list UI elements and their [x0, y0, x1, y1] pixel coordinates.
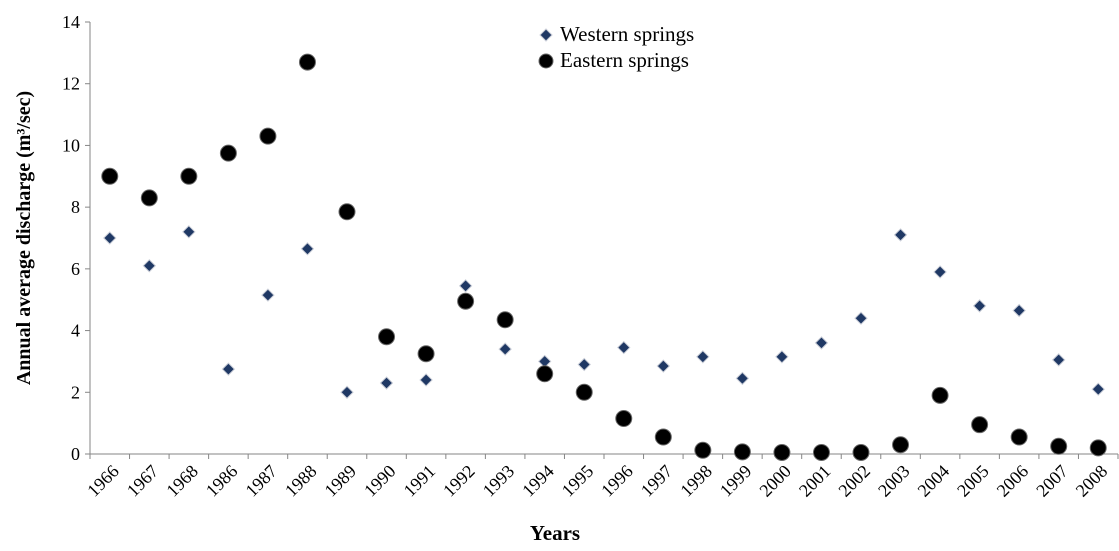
marker	[971, 416, 989, 434]
y-tick-label: 12	[62, 74, 80, 94]
legend-marker	[539, 28, 553, 42]
marker	[261, 288, 275, 302]
marker	[300, 242, 315, 256]
x-tick-label: 2000	[755, 461, 795, 501]
marker	[1091, 382, 1105, 396]
marker	[773, 443, 791, 461]
x-tick-label: 1986	[202, 461, 242, 501]
marker	[417, 345, 435, 363]
marker	[733, 443, 751, 461]
legend-label: Eastern springs	[560, 48, 689, 72]
marker	[219, 144, 237, 162]
y-tick-label: 0	[71, 444, 80, 464]
y-tick-label: 14	[62, 12, 80, 32]
x-tick-label: 2005	[953, 461, 993, 501]
marker	[615, 410, 633, 428]
x-tick-label: 1988	[281, 461, 321, 501]
x-tick-label: 1968	[162, 461, 202, 501]
marker	[575, 383, 593, 401]
marker	[735, 371, 750, 386]
x-tick-label: 1994	[518, 461, 558, 501]
marker	[892, 436, 910, 454]
marker	[617, 340, 631, 355]
marker	[338, 203, 356, 221]
x-tick-label: 1990	[360, 461, 400, 501]
marker	[457, 292, 475, 310]
marker	[1089, 439, 1107, 457]
x-tick-label: 2004	[914, 461, 954, 501]
marker	[577, 357, 591, 372]
x-tick-label: 1966	[83, 461, 123, 501]
marker	[933, 265, 947, 279]
x-axis-title: Years	[530, 521, 580, 545]
x-tick-label: 1991	[400, 461, 440, 501]
marker	[854, 311, 868, 325]
legend-label: Western springs	[560, 22, 694, 46]
marker	[259, 127, 277, 145]
marker	[142, 259, 157, 273]
marker	[812, 443, 830, 461]
marker	[298, 53, 316, 71]
x-tick-label: 1989	[320, 461, 360, 501]
marker	[654, 428, 672, 446]
marker	[1012, 303, 1026, 318]
x-tick-label: 2006	[993, 461, 1033, 501]
y-axis-title: Annual average discharge (m³/sec)	[13, 91, 35, 385]
marker	[1051, 353, 1066, 367]
x-tick-label: 1997	[637, 461, 677, 501]
marker	[1010, 428, 1028, 446]
x-tick-label: 1996	[597, 461, 637, 501]
y-tick-label: 6	[71, 259, 80, 279]
marker	[496, 311, 514, 329]
marker	[379, 376, 394, 390]
marker	[419, 373, 433, 387]
x-tick-label: 1992	[439, 461, 479, 501]
marker	[694, 441, 712, 459]
x-tick-label: 1995	[558, 461, 598, 501]
x-tick-label: 1998	[676, 461, 716, 501]
marker	[140, 189, 158, 207]
x-tick-label: 1967	[123, 461, 163, 501]
x-tick-label: 2008	[1072, 461, 1112, 501]
y-tick-label: 8	[71, 197, 80, 217]
x-tick-label: 2001	[795, 461, 835, 501]
marker	[180, 167, 198, 185]
marker	[1050, 437, 1068, 455]
x-tick-label: 2002	[834, 461, 874, 501]
marker	[378, 328, 396, 346]
y-tick-label: 4	[71, 321, 80, 341]
marker	[814, 336, 829, 350]
marker	[972, 299, 987, 313]
marker	[656, 359, 671, 373]
marker	[340, 385, 354, 399]
x-tick-label: 2007	[1032, 461, 1072, 501]
x-tick-label: 1987	[241, 461, 281, 501]
marker	[498, 342, 512, 356]
marker	[458, 279, 473, 293]
y-tick-label: 10	[62, 135, 80, 155]
marker	[775, 350, 789, 364]
marker	[893, 228, 908, 242]
marker	[182, 225, 196, 239]
x-tick-label: 1993	[479, 461, 519, 501]
marker	[852, 443, 870, 461]
marker	[696, 350, 710, 364]
marker	[931, 386, 949, 404]
marker	[101, 167, 119, 185]
y-tick-label: 2	[71, 382, 80, 402]
marker	[103, 231, 117, 245]
marker	[536, 365, 554, 383]
x-tick-label: 1999	[716, 461, 756, 501]
legend-marker	[538, 53, 554, 69]
x-tick-label: 2003	[874, 461, 914, 501]
marker	[221, 362, 236, 376]
